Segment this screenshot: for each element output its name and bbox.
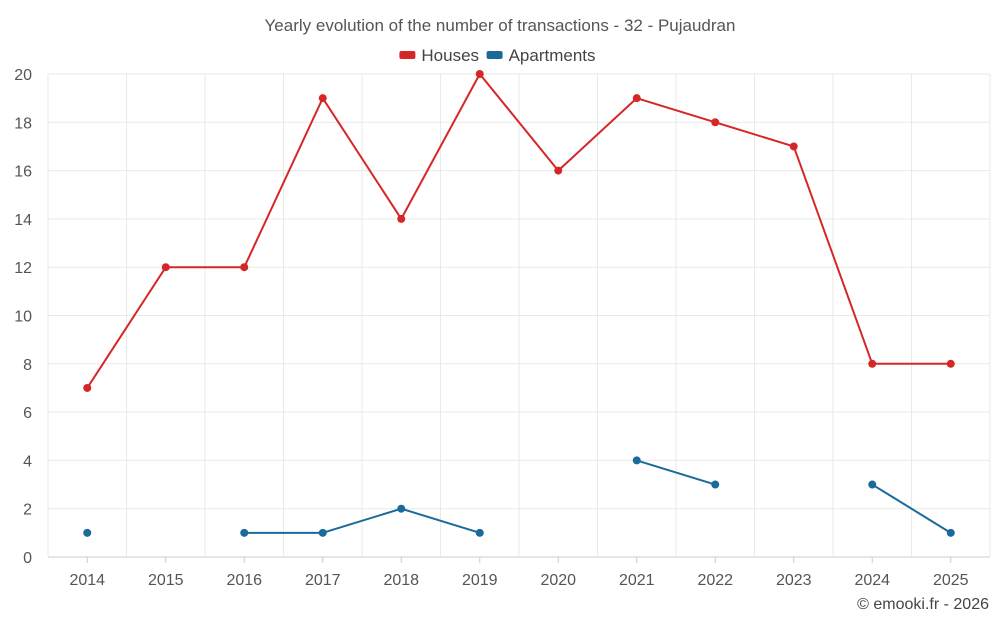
y-tick-label: 4 xyxy=(23,453,32,470)
data-point[interactable] xyxy=(554,166,563,175)
series-line-segment xyxy=(86,266,167,389)
data-point[interactable] xyxy=(711,480,720,489)
data-point[interactable] xyxy=(868,359,877,368)
series-line-segment xyxy=(243,97,324,269)
y-tick-label: 12 xyxy=(14,260,32,277)
x-tick-label: 2025 xyxy=(933,572,969,589)
x-tick-label: 2019 xyxy=(462,572,498,589)
x-tick-label: 2015 xyxy=(148,572,184,589)
grid xyxy=(47,73,991,558)
data-point[interactable] xyxy=(868,480,877,489)
series-line-segment xyxy=(557,97,638,172)
x-tick-label: 2024 xyxy=(854,572,890,589)
series-line-segment xyxy=(635,459,717,486)
y-tick-label: 2 xyxy=(23,502,32,519)
data-point[interactable] xyxy=(789,142,798,151)
x-tick-label: 2022 xyxy=(697,572,733,589)
data-point[interactable] xyxy=(318,528,327,537)
series-line-segment xyxy=(714,121,795,148)
series-line-segment xyxy=(321,97,403,220)
x-tick-label: 2021 xyxy=(619,572,655,589)
chart-title: Yearly evolution of the number of transa… xyxy=(265,16,736,35)
legend-item-houses[interactable]: Houses xyxy=(399,46,479,65)
y-tick-label: 8 xyxy=(23,357,32,374)
data-point[interactable] xyxy=(240,528,249,537)
legend-label: Apartments xyxy=(509,46,596,65)
series-houses xyxy=(83,70,955,392)
x-tick-label: 2018 xyxy=(383,572,419,589)
y-tick-label: 10 xyxy=(14,309,32,326)
series-line-segment xyxy=(400,73,481,220)
y-tick-label: 16 xyxy=(14,164,32,181)
y-tick-label: 20 xyxy=(14,67,32,84)
data-point[interactable] xyxy=(946,359,955,368)
data-point[interactable] xyxy=(397,214,406,223)
x-axis: 2014 2015 2016 2017 2018 2019 2020 2021 2022 2023… xyxy=(69,557,969,589)
data-point[interactable] xyxy=(711,118,720,127)
legend-label: Houses xyxy=(421,46,479,65)
data-point[interactable] xyxy=(318,94,327,103)
legend-item-apartments[interactable]: Apartments xyxy=(486,46,596,65)
series-line-segment xyxy=(871,483,952,534)
x-tick-label: 2020 xyxy=(540,572,576,589)
data-point[interactable] xyxy=(475,528,484,537)
y-tick-label: 18 xyxy=(14,115,32,132)
data-point[interactable] xyxy=(240,263,249,272)
series-line-segment xyxy=(792,145,874,365)
legend-swatch xyxy=(399,51,416,59)
y-axis: 0 2 4 6 8 10 12 14 16 18 20 xyxy=(14,67,32,567)
series-line-segment xyxy=(400,507,481,534)
y-tick-label: 14 xyxy=(14,212,32,229)
data-point[interactable] xyxy=(397,504,406,513)
data-point[interactable] xyxy=(632,456,641,465)
x-tick-label: 2016 xyxy=(226,572,262,589)
y-tick-label: 0 xyxy=(23,550,32,567)
data-point[interactable] xyxy=(475,70,484,78)
series-line-segment xyxy=(321,507,403,534)
data-point[interactable] xyxy=(83,528,92,537)
data-point[interactable] xyxy=(83,383,92,392)
data-point[interactable] xyxy=(946,528,955,537)
x-tick-label: 2017 xyxy=(305,572,341,589)
series-line-segment xyxy=(478,73,560,172)
data-point[interactable] xyxy=(161,263,170,272)
legend: Houses Apartments xyxy=(399,46,596,65)
series xyxy=(83,70,955,537)
legend-swatch xyxy=(486,51,503,59)
y-tick-label: 6 xyxy=(23,405,32,422)
series-apartments xyxy=(83,456,955,537)
x-tick-label: 2014 xyxy=(69,572,105,589)
data-point[interactable] xyxy=(632,94,641,103)
x-tick-label: 2023 xyxy=(776,572,812,589)
credit-text: © emooki.fr - 2026 xyxy=(857,596,989,613)
series-line-segment xyxy=(635,97,717,124)
